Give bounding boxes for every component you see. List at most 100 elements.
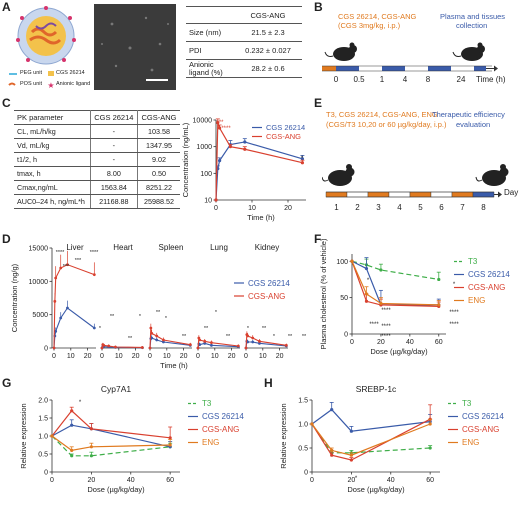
panel-label-c: C [2, 96, 11, 110]
series-line [53, 264, 95, 349]
significance-marker: * [453, 282, 456, 288]
data-point [258, 339, 261, 343]
legend-label: CGS 26214 [462, 412, 504, 421]
series-line [149, 327, 191, 349]
legend-label: CGS-ANG [202, 425, 239, 434]
tick-label: 8 [481, 203, 486, 212]
y-axis-label: Concentration (ng/g) [10, 263, 19, 332]
significance-marker: * [301, 156, 304, 162]
data-point [89, 427, 93, 431]
series-line-cgs-26214 [51, 424, 171, 448]
significance-marker: * [99, 326, 102, 332]
significance-marker: * [79, 400, 82, 406]
x-tick-label: 10 [211, 353, 219, 360]
timeline-segment [409, 191, 432, 198]
x-tick-label: 10 [248, 205, 256, 212]
data-point [210, 341, 213, 345]
data-point [52, 346, 56, 350]
tick-label: 6 [439, 203, 444, 212]
mouse-icon [322, 164, 355, 186]
timeline-segment [405, 66, 428, 71]
data-point [437, 277, 441, 282]
data-point [155, 338, 159, 342]
data-point [330, 448, 334, 452]
y-tick-label: 0.5 [298, 446, 308, 453]
mouse-icon [324, 42, 357, 61]
data-point [59, 266, 63, 270]
data-point [244, 346, 248, 350]
tick-label: 24 [457, 75, 466, 84]
timeline-segment [346, 191, 369, 198]
panel-label-a: A [2, 0, 11, 14]
data-point [162, 338, 165, 342]
data-point [198, 338, 202, 342]
legend-label: CGS-ANG [248, 292, 285, 301]
tick-label: 5 [418, 203, 423, 212]
data-point [349, 429, 353, 433]
table-row: Anionic ligand (%) 28.2 ± 0.6 [186, 59, 302, 78]
series-line-cgs-ang [215, 122, 303, 201]
table-row: Vd, mL/kg -1347.95 [14, 138, 180, 153]
panel-b-timeline: CGS 26214, CGS-ANG (CGS 3mg/kg, i.p.) Pl… [322, 2, 518, 94]
y-axis-label: Relative expression [19, 403, 28, 468]
data-point [162, 340, 165, 344]
x-axis-label: Time (h) [160, 361, 188, 370]
series-line-cgs-26214 [351, 260, 439, 306]
data-point [216, 120, 220, 125]
y-axis-label: Relative expression [279, 403, 288, 468]
tick-label: 2 [355, 203, 360, 212]
significance-marker: * [247, 326, 250, 332]
data-point [349, 458, 353, 462]
data-point [214, 198, 218, 202]
x-tick-label: 10 [259, 353, 267, 360]
legend-label: CGS-ANG [462, 425, 499, 434]
legend-label: ENG [202, 438, 219, 447]
x-tick-label: 0 [148, 353, 152, 360]
data-point [284, 343, 288, 347]
legend-label: CGS 26214 [266, 123, 305, 132]
timeline-segment [472, 191, 495, 198]
legend-cgs: CGS 26214 [56, 70, 85, 76]
timeline-segment [388, 191, 411, 198]
x-tick-label: 10 [67, 353, 75, 360]
timeline-segment [430, 191, 453, 198]
data-point [243, 140, 247, 144]
y-tick-label: 10000 [29, 279, 49, 286]
table-header-row: PK parameter CGS 26214 CGS-ANG [14, 110, 180, 125]
timeline-segment [428, 66, 451, 71]
x-tick-label: 0 [350, 339, 354, 346]
tick-label: 8 [426, 75, 431, 84]
series-line-cgs-26214 [215, 141, 303, 201]
legend-peg: PEG unit [20, 70, 43, 76]
panel-label-f: F [314, 232, 322, 246]
significance-marker: * [367, 278, 370, 284]
legend-pos: POS unit [20, 81, 43, 87]
nanoparticle-icon: ★ [8, 6, 76, 90]
y-axis-label: Concentration (ng/mL) [182, 122, 190, 197]
mouse-icon [475, 164, 509, 186]
data-point [364, 299, 369, 303]
significance-marker: *** [216, 120, 224, 126]
axis-label: Day [504, 188, 519, 197]
y-tick-label: 100 [336, 259, 348, 266]
timeline-svg: 0 0.5 1 4 8 24 [322, 42, 498, 84]
y-tick-label: 1.5 [38, 416, 48, 423]
y-tick-label: 1.5 [298, 398, 308, 405]
chart-title: Cyp7A1 [101, 384, 132, 394]
significance-marker: ** [226, 334, 231, 340]
significance-marker: ** [262, 326, 267, 332]
table-row: tmax, h 8.00 0.50 [14, 166, 180, 181]
series-line-t3 [351, 260, 439, 281]
legend-label: ENG [462, 438, 479, 447]
group-label: Spleen [159, 243, 184, 252]
dose-text: CGS 26214, CGS-ANG [338, 12, 417, 21]
data-point [107, 344, 111, 348]
data-point [310, 422, 314, 426]
data-point [218, 126, 222, 130]
series-line [53, 307, 95, 349]
pk-parameters-table: PK parameter CGS 26214 CGS-ANG CL, mL/h/… [14, 110, 180, 209]
significance-marker: **** [381, 308, 391, 314]
timeline-segment [474, 66, 486, 71]
significance-marker: **** [381, 334, 391, 340]
